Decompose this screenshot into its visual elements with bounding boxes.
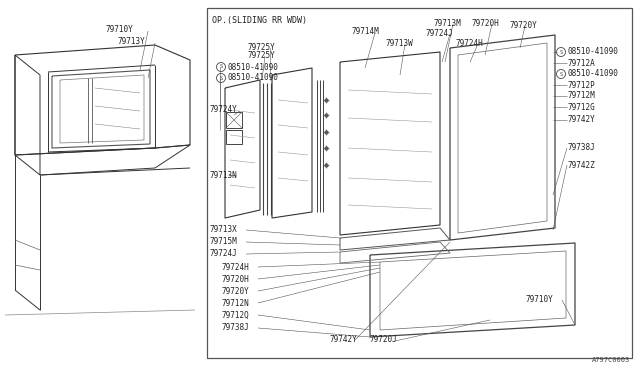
- Text: S: S: [220, 76, 223, 80]
- Text: 08510-41090: 08510-41090: [228, 74, 279, 83]
- Text: 79712P: 79712P: [568, 80, 596, 90]
- Text: 79715M: 79715M: [210, 237, 237, 247]
- Text: S: S: [559, 71, 563, 77]
- Text: 79725Y: 79725Y: [248, 51, 276, 60]
- Text: 79738J: 79738J: [568, 144, 596, 153]
- Text: 79712N: 79712N: [222, 298, 250, 308]
- Text: S: S: [220, 64, 223, 70]
- Text: 79725Y: 79725Y: [248, 42, 276, 51]
- Text: 79713N: 79713N: [210, 170, 237, 180]
- Text: 08510-41090: 08510-41090: [568, 70, 619, 78]
- Text: 79710Y: 79710Y: [105, 26, 132, 35]
- Bar: [226, 112, 242, 128]
- Text: 79712M: 79712M: [568, 92, 596, 100]
- Text: 79742Y: 79742Y: [568, 115, 596, 125]
- Text: 08510-41090: 08510-41090: [228, 62, 279, 71]
- Text: 79720H: 79720H: [222, 275, 250, 283]
- Text: 79720J: 79720J: [370, 336, 397, 344]
- Text: 79720Y: 79720Y: [222, 286, 250, 295]
- Text: 79724J: 79724J: [210, 250, 237, 259]
- Text: 79712G: 79712G: [568, 103, 596, 112]
- Text: 79742Z: 79742Z: [568, 160, 596, 170]
- Text: 79742Y: 79742Y: [330, 336, 358, 344]
- Text: 79713Y: 79713Y: [118, 38, 146, 46]
- Text: 79738J: 79738J: [222, 324, 250, 333]
- Text: OP.(SLIDING RR WDW): OP.(SLIDING RR WDW): [212, 16, 307, 25]
- Bar: [226, 130, 242, 144]
- Text: 79712Q: 79712Q: [222, 311, 250, 320]
- Text: 79713W: 79713W: [385, 38, 413, 48]
- Text: 79714M: 79714M: [352, 28, 380, 36]
- Text: 79724H: 79724H: [455, 38, 483, 48]
- Text: S: S: [559, 49, 563, 55]
- Text: 79724J: 79724J: [425, 29, 452, 38]
- Text: A797C0003: A797C0003: [592, 357, 630, 363]
- Text: 79713M: 79713M: [433, 19, 461, 28]
- Text: 79710Y: 79710Y: [525, 295, 553, 305]
- Text: 79713X: 79713X: [210, 225, 237, 234]
- Text: 79720H: 79720H: [472, 19, 500, 28]
- Text: 79712A: 79712A: [568, 58, 596, 67]
- Text: 79724Y: 79724Y: [210, 106, 237, 115]
- Text: 79720Y: 79720Y: [510, 20, 538, 29]
- Text: 08510-41090: 08510-41090: [568, 48, 619, 57]
- Bar: [207, 8, 632, 358]
- Text: 79724H: 79724H: [222, 263, 250, 272]
